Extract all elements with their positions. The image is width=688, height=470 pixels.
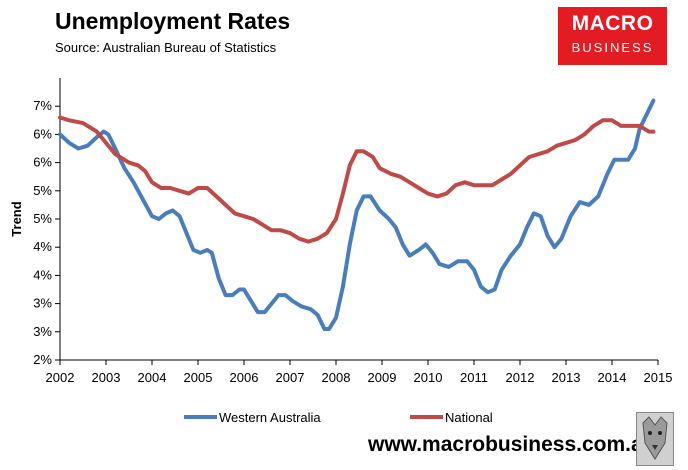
x-tick-label: 2005 [184,370,213,385]
y-tick-label: 5% [33,211,52,226]
series-line-national [60,118,653,242]
y-tick-label: 5% [33,183,52,198]
x-tick-label: 2003 [92,370,121,385]
y-tick-label: 6% [33,126,52,141]
y-tick-label: 4% [33,239,52,254]
x-tick-label: 2014 [598,370,627,385]
x-tick-label: 2010 [414,370,443,385]
y-tick-label: 3% [33,324,52,339]
x-tick-label: 2006 [230,370,259,385]
y-axis-label: Trend [9,201,24,236]
wolf-face-icon [636,412,674,466]
x-tick-label: 2013 [552,370,581,385]
website-url: www.macrobusiness.com.au [368,433,655,457]
x-tick-label: 2008 [322,370,351,385]
x-tick-label: 2011 [460,370,488,385]
x-tick-label: 2009 [368,370,397,385]
legend-label: National [445,410,493,425]
x-tick-label: 2007 [276,370,305,385]
y-tick-label: 7% [33,98,52,113]
x-tick-label: 2015 [644,370,673,385]
x-tick-label: 2004 [138,370,167,385]
x-tick-label: 2002 [46,370,75,385]
y-tick-label: 4% [33,267,52,282]
series-line-western-australia [60,101,653,329]
y-tick-label: 3% [33,296,52,311]
y-tick-label: 2% [33,352,52,367]
legend-label: Western Australia [219,410,321,425]
y-tick-label: 6% [33,155,52,170]
x-tick-label: 2012 [506,370,535,385]
